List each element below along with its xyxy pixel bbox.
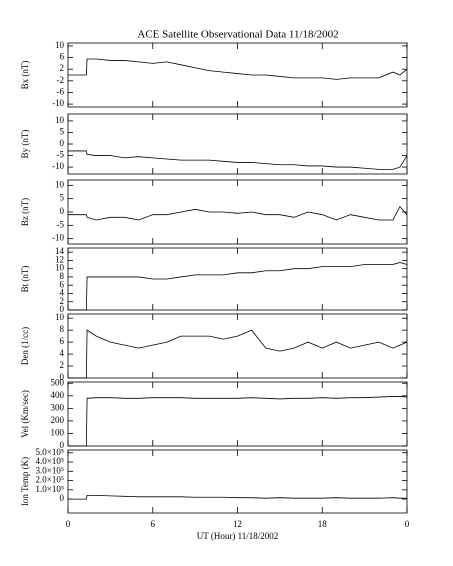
y-tick-label: 3.0×10⁵ <box>36 465 64 475</box>
x-tick-label: 6 <box>151 519 156 529</box>
y-tick-label: 10 <box>55 263 65 273</box>
y-axis-label: By (nT) <box>20 130 30 159</box>
x-tick-label: 0 <box>66 519 71 529</box>
y-tick-label: 0 <box>60 304 65 314</box>
y-tick-label: 10 <box>55 179 65 189</box>
chart-title: ACE Satellite Observational Data 11/18/2… <box>137 29 338 41</box>
y-tick-label: 300 <box>51 402 65 412</box>
y-tick-label: 5 <box>60 193 65 203</box>
y-axis-label: Vel (Km/sec) <box>20 390 30 438</box>
y-tick-label: 200 <box>51 415 65 425</box>
y-tick-label: 5 <box>60 127 65 137</box>
y-tick-label: 14 <box>55 246 65 256</box>
x-tick-label: 12 <box>233 519 242 529</box>
y-axis-label: Bz (nT) <box>20 198 30 226</box>
y-tick-label: 10 <box>55 40 65 50</box>
y-tick-label: -5 <box>57 150 65 160</box>
x-tick-label: 18 <box>318 519 328 529</box>
data-line <box>68 396 408 447</box>
y-tick-label: 0 <box>60 440 65 450</box>
y-axis-label: Ion Temp (K) <box>20 457 30 506</box>
x-axis-label: UT (Hour) 11/18/2002 <box>197 531 279 541</box>
y-tick-label: 0 <box>60 206 65 216</box>
data-line <box>68 495 407 500</box>
y-tick-label: 2 <box>60 63 65 73</box>
y-tick-label: -6 <box>57 87 65 97</box>
y-tick-label: 1.0×10⁵ <box>36 484 64 494</box>
y-tick-label: -5 <box>57 219 65 229</box>
y-tick-label: 8 <box>60 324 65 334</box>
y-tick-label: 6 <box>60 52 65 62</box>
data-line <box>68 150 408 170</box>
data-line <box>68 329 408 379</box>
y-tick-label: 2.0×10⁵ <box>36 475 64 485</box>
data-line <box>68 58 408 80</box>
y-tick-label: 10 <box>55 115 65 125</box>
y-tick-label: 500 <box>51 377 65 387</box>
y-tick-label: 10 <box>55 312 65 322</box>
y-tick-label: -10 <box>52 233 64 243</box>
y-tick-label: 4.0×10⁵ <box>36 456 64 466</box>
y-tick-label: 4 <box>60 288 65 298</box>
y-tick-label: 0 <box>60 372 65 382</box>
x-tick-label: 0 <box>405 519 410 529</box>
y-axis-label: Bx (nT) <box>20 61 30 90</box>
y-tick-label: 6 <box>60 279 65 289</box>
y-tick-label: 8 <box>60 271 65 281</box>
y-tick-label: 2 <box>60 296 65 306</box>
data-line <box>68 262 408 311</box>
y-tick-label: 100 <box>51 428 65 438</box>
y-axis-label: Bt (nT) <box>20 266 30 293</box>
y-tick-label: 400 <box>51 390 65 400</box>
y-tick-label: 12 <box>55 254 64 264</box>
y-tick-label: 4 <box>60 348 65 358</box>
y-tick-label: 2 <box>60 360 65 370</box>
y-tick-label: -10 <box>52 98 64 108</box>
y-tick-label: -2 <box>57 75 65 85</box>
y-tick-label: 0 <box>60 138 65 148</box>
y-tick-label: 6 <box>60 336 65 346</box>
y-tick-label: -10 <box>52 161 64 171</box>
data-line <box>68 205 408 221</box>
y-tick-label: 0 <box>60 493 65 503</box>
y-axis-label: Den (1/cc) <box>20 327 30 365</box>
y-tick-label: 5.0×10⁵ <box>36 447 64 457</box>
